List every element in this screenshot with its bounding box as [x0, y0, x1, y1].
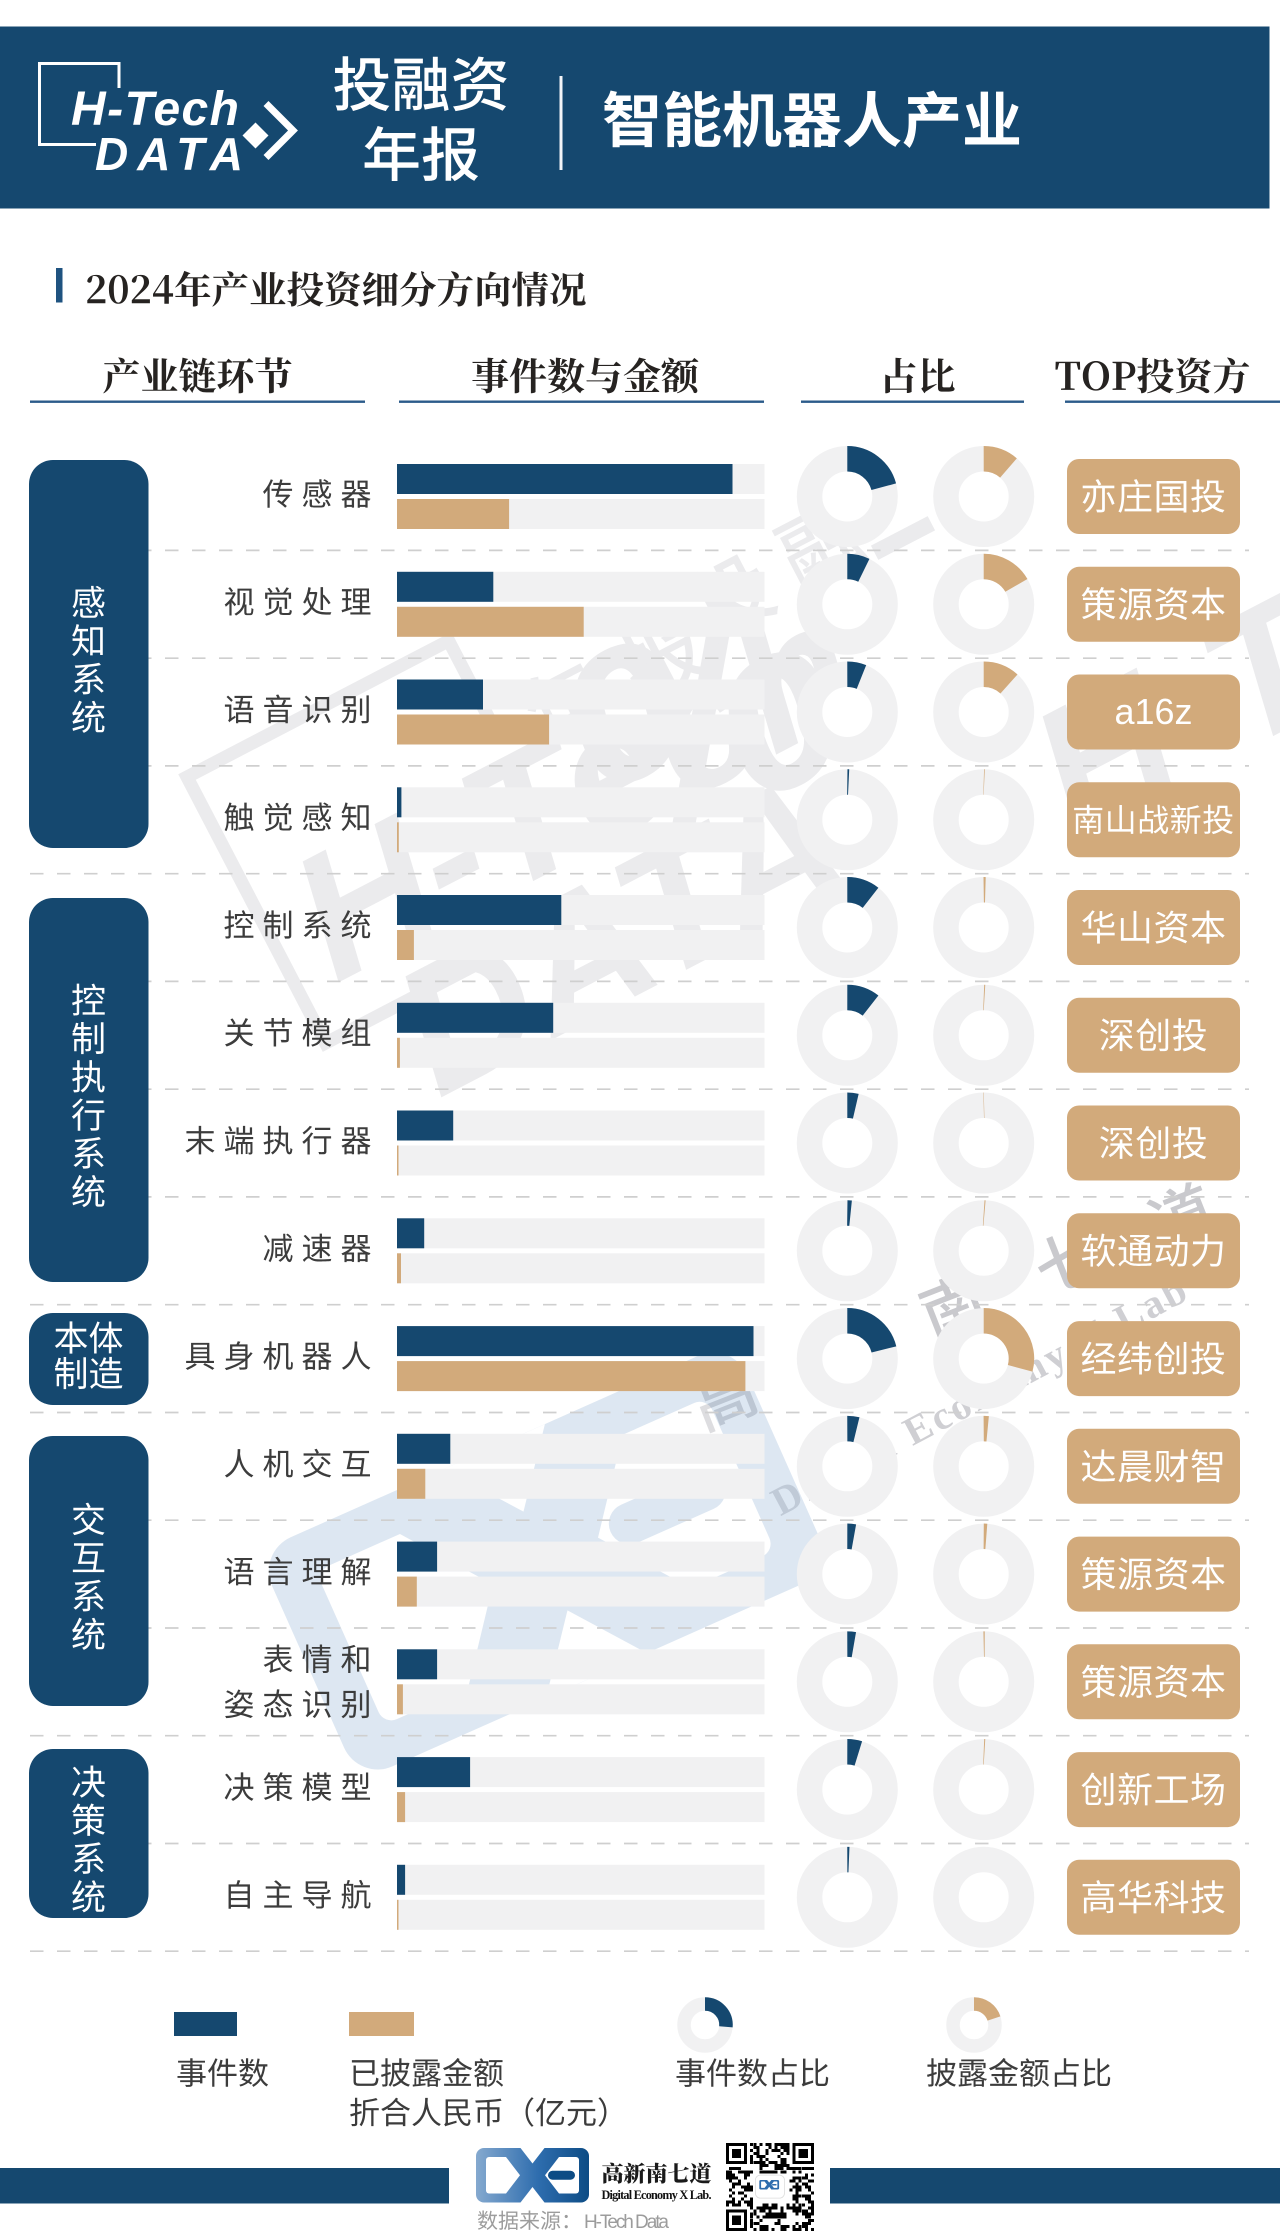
svg-text:a16z: a16z: [1114, 691, 1192, 732]
svg-text:H-Tech Data: H-Tech Data: [584, 2212, 669, 2233]
svg-text:H-Tech: H-Tech: [71, 83, 239, 136]
svg-text:Digital Economy X Lab.: Digital Economy X Lab.: [602, 2188, 712, 2202]
